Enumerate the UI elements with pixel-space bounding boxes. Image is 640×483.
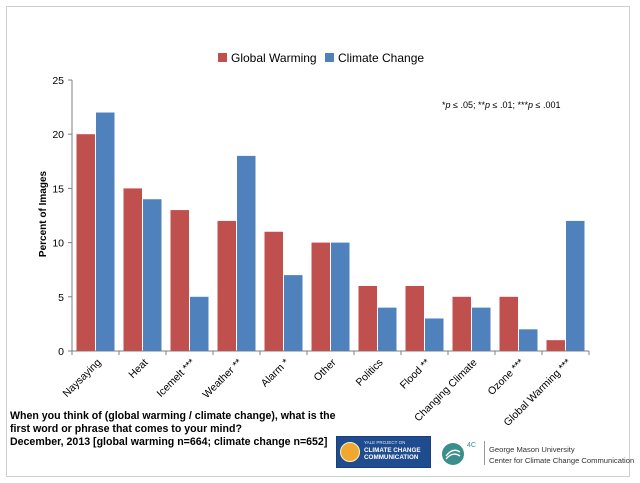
question-line: When you think of (global warming / clim… (10, 410, 336, 422)
y-axis-label: Percent of Images (38, 170, 49, 257)
bar-global-warming (311, 242, 330, 351)
banner-title: CLIMATE CHANGE COMMUNICATION (364, 447, 421, 461)
bar-climate-change (96, 112, 115, 352)
center-name: Center for Climate Change Communication (489, 455, 635, 465)
bar-global-warming (264, 231, 283, 351)
banner-title-line: CLIMATE CHANGE (364, 447, 421, 454)
x-tick-label: Alarm * (259, 357, 292, 390)
footer-divider (484, 441, 485, 465)
legend-swatch (218, 53, 227, 62)
yale-climate-change-logo: YALE PROJECT ON CLIMATE CHANGE COMMUNICA… (336, 436, 431, 468)
y-tick-label: 15 (52, 183, 64, 195)
bar-climate-change (425, 318, 444, 351)
x-tick-label: Heat (126, 357, 150, 381)
banner-small-text: YALE PROJECT ON (364, 440, 406, 445)
chart-frame (6, 6, 630, 477)
significance-note: *p ≤ .05; **p ≤ .01; ***p ≤ .001 (442, 100, 560, 110)
bar-global-warming (76, 134, 95, 351)
survey-question: When you think of (global warming / clim… (10, 410, 336, 450)
banner-subtitle-line: COMMUNICATION (364, 454, 419, 462)
question-line: first word or phrase that comes to your … (10, 423, 242, 436)
y-tick-label: 0 (58, 346, 64, 358)
y-tick-labels: 0 5 10 15 20 25 (52, 75, 64, 358)
x-tick-label: Politics (354, 357, 386, 389)
y-tick-label: 5 (58, 292, 64, 304)
bar-climate-change (190, 296, 209, 351)
bar-global-warming (358, 285, 377, 351)
question-line: December, 2013 [global warming n=664; cl… (10, 436, 328, 449)
bar-global-warming (452, 296, 471, 351)
bar-global-warming (123, 188, 142, 351)
chart-bars (76, 112, 585, 352)
bar-global-warming (217, 220, 236, 351)
legend-label: Climate Change (338, 51, 424, 65)
4c-logo-text: 4C (467, 442, 476, 449)
bar-climate-change (331, 242, 350, 351)
y-tick-label: 10 (52, 238, 64, 250)
legend-swatch (325, 53, 334, 62)
bar-climate-change (519, 329, 538, 351)
x-tick-label: Ozone *** (486, 357, 527, 398)
x-tick-label: Naysaying (60, 357, 103, 400)
globe-icon (340, 442, 360, 462)
bar-climate-change (472, 307, 491, 351)
legend-label: Global Warming (231, 51, 317, 65)
bar-global-warming (170, 210, 189, 351)
x-tick-label: Icemelt *** (154, 357, 197, 400)
4c-logo: 4C (442, 442, 476, 465)
x-tick-label: Other (312, 356, 339, 383)
y-tick-label: 25 (52, 75, 64, 87)
bar-climate-change (143, 199, 162, 351)
x-tick-label: Flood ** (398, 357, 433, 392)
bar-climate-change (378, 307, 397, 351)
bar-global-warming (499, 296, 518, 351)
bar-climate-change (237, 155, 256, 351)
bar-global-warming (546, 340, 565, 351)
bar-climate-change (566, 220, 585, 351)
chart-legend: Global Warming Climate Change (218, 51, 424, 65)
y-tick-label: 20 (52, 129, 64, 141)
bar-climate-change (284, 275, 303, 351)
x-tick-label: Weather ** (200, 357, 244, 401)
bar-global-warming (405, 285, 424, 351)
university-credit: George Mason University Center for Clima… (489, 445, 634, 466)
university-name: George Mason University (489, 445, 575, 454)
